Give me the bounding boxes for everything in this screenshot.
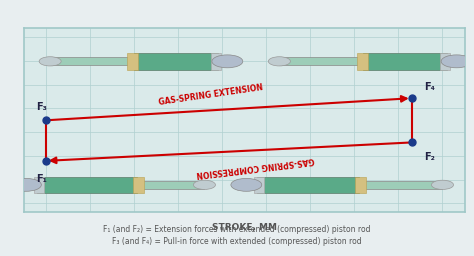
Bar [128,53,138,70]
Text: GAS-SPRING EXTENSION: GAS-SPRING EXTENSION [158,82,264,106]
Circle shape [193,180,216,189]
Text: STROKE, MM: STROKE, MM [211,223,277,232]
Bar [133,177,144,193]
Text: F₄: F₄ [424,82,435,92]
Bar [137,181,204,189]
Bar [440,53,450,70]
Text: GAS-SPRING FORCES AND STROKES: GAS-SPRING FORCES AND STROKES [103,39,383,52]
Bar [211,53,221,70]
Bar [134,53,218,70]
Circle shape [212,55,243,68]
Circle shape [441,55,472,68]
Circle shape [268,57,291,66]
Text: F₃ (and F₄) = Pull-in force with extended (compressed) piston rod: F₃ (and F₄) = Pull-in force with extende… [112,237,362,247]
Text: F₂: F₂ [424,152,435,162]
Circle shape [231,178,262,191]
Circle shape [431,180,454,189]
Bar [359,181,443,189]
Bar [363,53,447,70]
Text: F₁ (and F₂) = Extension forces with extended (compressed) piston rod: F₁ (and F₂) = Extension forces with exte… [103,225,371,234]
Bar [34,177,44,193]
Circle shape [39,57,61,66]
Bar [355,177,366,193]
Bar [50,57,134,66]
Text: F₁: F₁ [36,174,47,184]
Bar [254,177,264,193]
Bar [356,53,367,70]
Text: FORCE, N: FORCE, N [0,97,2,144]
Bar [279,57,363,66]
Bar [37,177,137,193]
Text: GAS-SPRING COMPRESSION: GAS-SPRING COMPRESSION [196,155,315,178]
Bar [257,177,359,193]
Circle shape [10,178,41,191]
Text: F₃: F₃ [36,102,47,112]
